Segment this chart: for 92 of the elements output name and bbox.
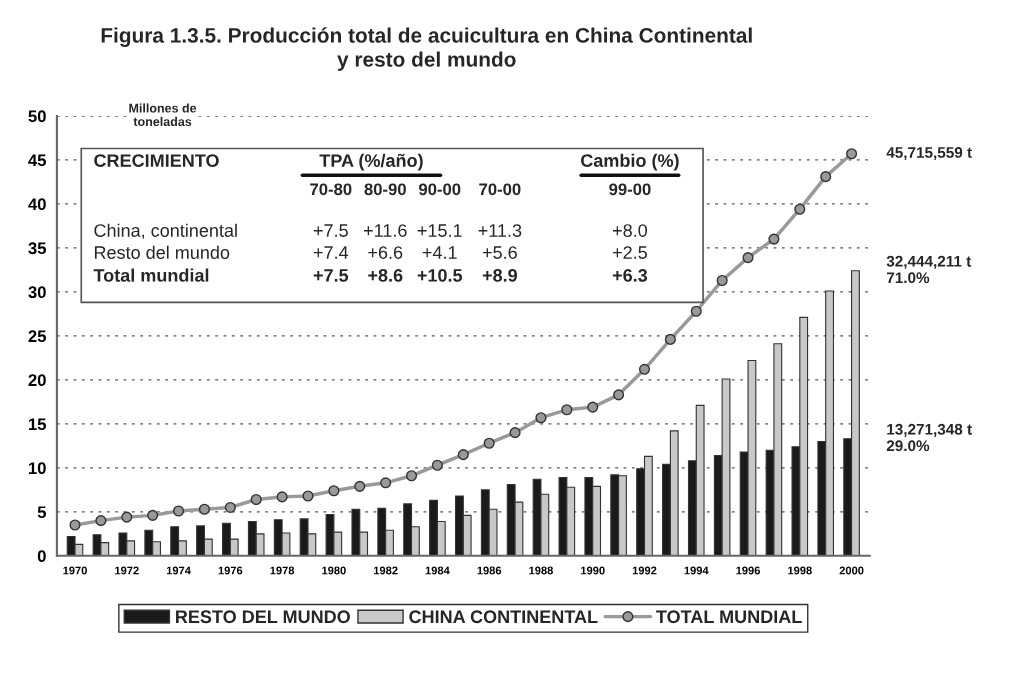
point [457, 449, 469, 461]
annotation: +7.5 [313, 224, 348, 237]
legend-label: CHINA CONTINENTAL [409, 610, 598, 624]
y-tick-label: 10 [28, 462, 46, 475]
x-tick-label: 1986 [477, 566, 502, 575]
y-tick-label: 40 [28, 198, 46, 211]
annotation: +4.1 [422, 246, 457, 259]
x-tick-label: 1996 [736, 566, 760, 575]
annotation: 45,715,559 t [886, 147, 972, 161]
y-tick-label: 15 [28, 418, 47, 431]
annotation: CRECIMIENTO [94, 154, 219, 167]
annotation: Total mundial [93, 268, 209, 282]
x-tick-label: 2000 [839, 566, 864, 575]
point [716, 274, 728, 287]
point [768, 233, 780, 245]
annotation: Cambio (%) [581, 153, 679, 171]
x-tick-label: 1978 [270, 566, 295, 575]
point [794, 203, 806, 215]
point [820, 171, 832, 183]
chart-title: Figura 1.3.5. Producción total de acuicultura en China Continental y resto del mundo [101, 27, 752, 71]
legend-label: TOTAL MUNDIAL [656, 610, 802, 624]
point [613, 389, 625, 401]
point [173, 505, 185, 517]
y-axis-title: Millones de toneladas [129, 103, 197, 127]
point [147, 509, 159, 521]
annotation: 13,271,348 t 29.0% [886, 423, 972, 452]
annotation: 32,444,211 t 71.0% [886, 255, 972, 284]
y-tick-label: 5 [37, 506, 47, 519]
x-tick-label: 1970 [63, 566, 87, 575]
y-tick-label: 45 [28, 154, 47, 167]
annotation: +6.6 [368, 246, 403, 259]
point [483, 437, 495, 449]
point [509, 427, 521, 439]
y-tick-label: 20 [28, 374, 46, 387]
annotation: +8.9 [482, 269, 518, 282]
point [354, 480, 366, 492]
annotation: 99-00 [609, 183, 651, 196]
annotation: +11.6 [363, 224, 407, 237]
point [276, 491, 288, 503]
y-tick-label: 0 [37, 550, 46, 563]
x-tick-label: 1994 [684, 566, 709, 575]
x-tick-label: 1974 [166, 566, 191, 575]
point [561, 404, 573, 416]
point [69, 519, 81, 531]
point [405, 470, 418, 482]
point [431, 459, 443, 471]
annotation: +8.6 [368, 269, 403, 282]
annotation: +5.6 [482, 246, 517, 259]
x-tick-label: 1980 [322, 566, 346, 575]
x-tick-label: 1992 [632, 566, 657, 575]
annotation: +11.3 [478, 224, 522, 237]
point [587, 401, 599, 413]
annotation: +7.5 [313, 269, 349, 282]
x-tick-label: 1988 [529, 566, 553, 575]
y-tick-label: 30 [28, 286, 46, 299]
legend-label: RESTO DEL MUNDO [176, 610, 350, 624]
y-tick-label: 25 [28, 330, 47, 343]
annotation: 70-80 [310, 183, 352, 196]
annotation: +7.4 [313, 246, 349, 259]
point [302, 490, 314, 502]
point [250, 493, 262, 506]
annotation: TPA (%/año) [319, 153, 423, 171]
y-tick-label: 35 [28, 242, 47, 255]
annotation: Resto del mundo [94, 245, 230, 259]
annotation: 70-00 [479, 183, 521, 196]
x-tick-label: 1990 [581, 566, 605, 575]
x-tick-label: 1998 [788, 566, 812, 575]
annotation: 80-90 [364, 183, 406, 196]
point [224, 501, 236, 513]
x-tick-label: 1982 [373, 566, 398, 575]
point [742, 252, 754, 264]
point [95, 515, 107, 527]
point [328, 485, 340, 497]
point [638, 363, 651, 375]
point [198, 503, 210, 515]
x-tick-label: 1972 [115, 566, 139, 575]
annotation: +15.1 [417, 224, 462, 237]
y-tick-label: 50 [28, 110, 46, 123]
annotation: +6.3 [612, 269, 648, 282]
annotation: 90-00 [418, 183, 461, 196]
annotation: +8.0 [612, 224, 648, 237]
x-tick-label: 1976 [218, 566, 243, 575]
x-tick-label: 1984 [425, 566, 450, 575]
annotation: China, continental [94, 223, 237, 240]
point [664, 333, 676, 345]
point [846, 148, 858, 160]
point [121, 511, 133, 523]
annotation: +2.5 [612, 246, 647, 259]
annotation: +10.5 [417, 269, 463, 282]
point [380, 477, 392, 489]
point [535, 412, 547, 424]
point [690, 305, 702, 317]
